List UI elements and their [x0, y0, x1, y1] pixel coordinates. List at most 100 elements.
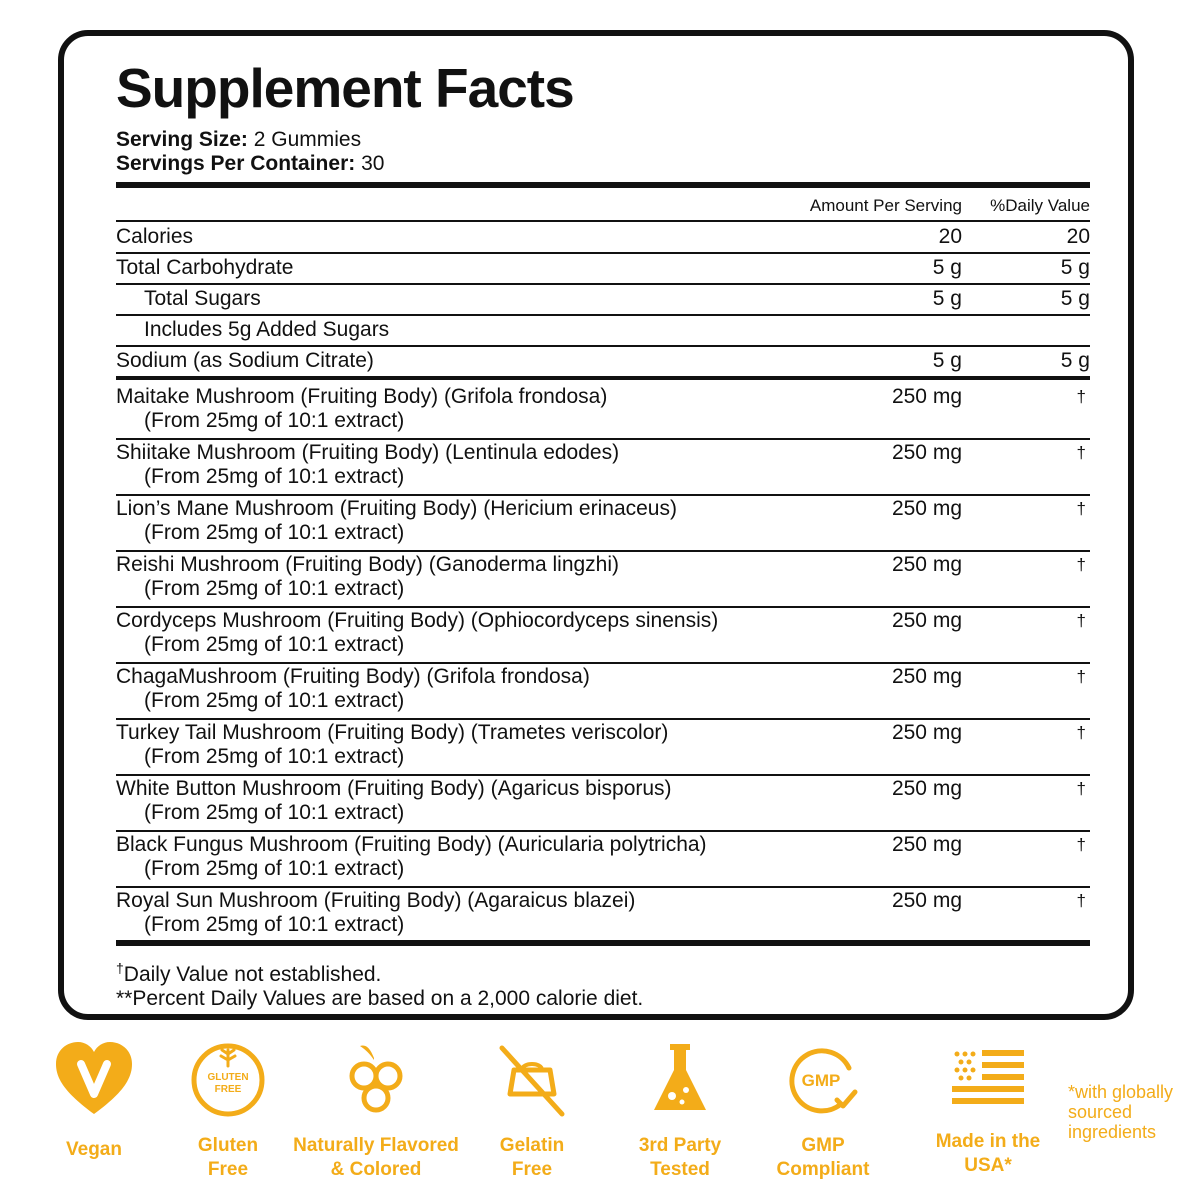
badges-row: Vegan GLUTEN FREE Gluten Free Naturally … — [0, 1040, 1200, 1200]
ingredient-name: ChagaMushroom (Fruiting Body) (Grifola f… — [116, 665, 590, 688]
nutrient-dv: 5 g — [1060, 256, 1090, 279]
divider — [116, 886, 1090, 888]
servings-label: Servings Per Container: — [116, 152, 356, 175]
sourcing-note: *with globally sourced ingredients — [1068, 1082, 1174, 1142]
ingredient-amount: 250 mg — [891, 665, 962, 688]
gluten-free-icon: GLUTEN FREE — [191, 1043, 265, 1117]
ingredient-amount: 250 mg — [891, 385, 962, 408]
footnote-percent: **Percent Daily Values are based on a 2,… — [116, 987, 644, 1010]
divider — [116, 606, 1090, 608]
ingredient-dv: † — [1076, 667, 1086, 686]
divider — [116, 314, 1090, 316]
ingredient-amount: 250 mg — [891, 553, 962, 576]
serving-size: Serving Size: 2 Gummies — [116, 128, 361, 152]
ingredient-amount: 250 mg — [891, 497, 962, 520]
ingredient-name: Maitake Mushroom (Fruiting Body) (Grifol… — [116, 385, 608, 408]
badge-vegan: Vegan — [4, 1040, 184, 1160]
badge-label: Gelatin Free — [499, 1135, 565, 1180]
us-flag-icon — [952, 1050, 1024, 1104]
divider — [116, 494, 1090, 496]
supplement-facts-panel: Supplement Facts Serving Size: 2 Gummies… — [58, 30, 1134, 1020]
nutrient-name: Sodium (as Sodium Citrate) — [116, 349, 374, 372]
footnote-text: Daily Value not established. — [123, 963, 382, 986]
ingredient-dv: † — [1076, 891, 1086, 910]
nutrient-amount: 5 g — [932, 287, 962, 310]
nutrient-dv: 5 g — [1060, 287, 1090, 310]
nutrient-dv: 5 g — [1060, 349, 1090, 372]
ingredient-extract: (From 25mg of 10:1 extract) — [144, 465, 405, 488]
divider — [116, 830, 1090, 832]
ingredient-dv: † — [1076, 443, 1086, 462]
divider — [116, 718, 1090, 720]
ingredient-name: White Button Mushroom (Fruiting Body) (A… — [116, 777, 672, 800]
divider — [116, 774, 1090, 776]
ingredient-extract: (From 25mg of 10:1 extract) — [144, 857, 405, 880]
nutrient-amount: 5 g — [932, 349, 962, 372]
ingredient-dv: † — [1076, 835, 1086, 854]
nutrient-amount: 20 — [938, 225, 962, 248]
ingredient-dv: † — [1076, 611, 1086, 630]
ingredient-name: Cordyceps Mushroom (Fruiting Body) (Ophi… — [116, 609, 719, 632]
badge-third-party: 3rd Party Tested — [590, 1040, 770, 1180]
nutrient-name: Includes 5g Added Sugars — [144, 318, 390, 341]
fruit-icon — [349, 1045, 403, 1113]
divider — [116, 252, 1090, 254]
ingredient-extract: (From 25mg of 10:1 extract) — [144, 801, 405, 824]
ingredient-amount: 250 mg — [891, 609, 962, 632]
gmp-icon: GMP — [789, 1048, 858, 1114]
ingredient-dv: † — [1076, 387, 1086, 406]
divider — [116, 220, 1090, 222]
badge-gelatin-free: Gelatin Free — [442, 1040, 622, 1180]
ingredient-dv: † — [1076, 723, 1086, 742]
badge-gmp: GMP GMP Compliant — [733, 1040, 913, 1180]
divider-section — [116, 376, 1090, 380]
ingredient-name: Black Fungus Mushroom (Fruiting Body) (A… — [116, 833, 707, 856]
ingredient-name: Shiitake Mushroom (Fruiting Body) (Lenti… — [116, 441, 620, 464]
heart-v-icon — [56, 1042, 132, 1114]
badge-label: Gluten Free — [197, 1135, 259, 1180]
ingredient-name: Lion’s Mane Mushroom (Fruiting Body) (He… — [116, 497, 677, 520]
nutrient-amount: 5 g — [932, 256, 962, 279]
ingredient-dv: † — [1076, 779, 1086, 798]
divider — [116, 438, 1090, 440]
flask-icon — [654, 1044, 706, 1110]
serving-size-label: Serving Size: — [116, 128, 248, 151]
badge-label: Naturally Flavored & Colored — [293, 1135, 459, 1180]
ingredient-extract: (From 25mg of 10:1 extract) — [144, 521, 405, 544]
nutrient-name: Total Carbohydrate — [116, 256, 294, 279]
divider — [116, 550, 1090, 552]
divider — [116, 345, 1090, 347]
free-text: FREE — [215, 1084, 242, 1095]
badge-gluten-free: GLUTEN FREE Gluten Free — [138, 1040, 318, 1180]
panel-title: Supplement Facts — [116, 57, 575, 119]
dagger-mark: † — [116, 960, 124, 976]
ingredient-amount: 250 mg — [891, 777, 962, 800]
divider-top — [116, 182, 1090, 188]
ingredient-amount: 250 mg — [891, 721, 962, 744]
servings-value: 30 — [355, 152, 385, 175]
gmp-text: GMP — [802, 1071, 841, 1090]
divider — [116, 662, 1090, 664]
nutrient-name: Calories — [116, 225, 194, 248]
ingredient-extract: (From 25mg of 10:1 extract) — [144, 745, 405, 768]
ingredient-dv: † — [1076, 499, 1086, 518]
nutrient-name: Total Sugars — [144, 287, 261, 310]
serving-size-value: 2 Gummies — [247, 128, 362, 151]
ingredient-extract: (From 25mg of 10:1 extract) — [144, 577, 405, 600]
ingredient-amount: 250 mg — [891, 441, 962, 464]
divider-bottom — [116, 940, 1090, 946]
no-gelatin-icon — [499, 1045, 565, 1117]
col-header-amount: Amount Per Serving — [809, 196, 962, 215]
col-header-dv: %Daily Value — [990, 196, 1090, 215]
badge-natural: Naturally Flavored & Colored — [286, 1040, 466, 1180]
ingredient-extract: (From 25mg of 10:1 extract) — [144, 633, 405, 656]
servings-per-container: Servings Per Container: 30 — [116, 152, 384, 176]
badge-label: Made in the USA* — [935, 1131, 1041, 1176]
ingredient-extract: (From 25mg of 10:1 extract) — [144, 913, 405, 936]
ingredient-extract: (From 25mg of 10:1 extract) — [144, 409, 405, 432]
ingredient-name: Royal Sun Mushroom (Fruiting Body) (Agar… — [116, 889, 636, 912]
ingredient-amount: 250 mg — [891, 833, 962, 856]
ingredient-extract: (From 25mg of 10:1 extract) — [144, 689, 405, 712]
ingredient-dv: † — [1076, 555, 1086, 574]
divider — [116, 283, 1090, 285]
